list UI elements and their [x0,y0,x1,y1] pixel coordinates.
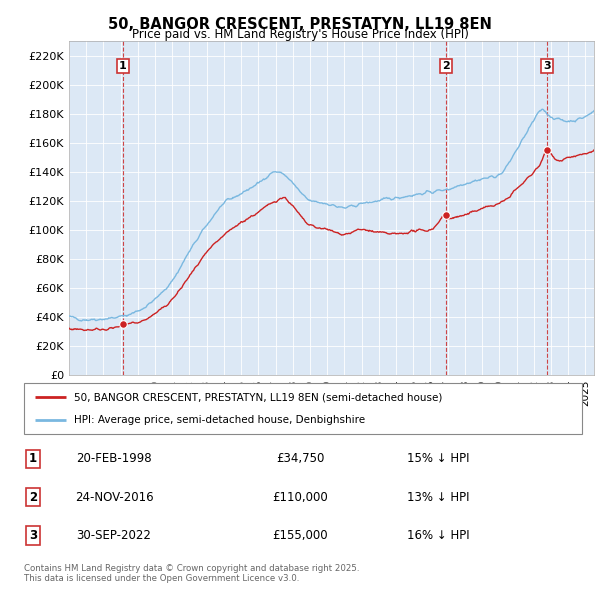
Text: 3: 3 [29,529,37,542]
Text: Price paid vs. HM Land Registry's House Price Index (HPI): Price paid vs. HM Land Registry's House … [131,28,469,41]
Text: 1: 1 [119,61,127,71]
Text: 15% ↓ HPI: 15% ↓ HPI [407,452,469,466]
Text: HPI: Average price, semi-detached house, Denbighshire: HPI: Average price, semi-detached house,… [74,415,365,425]
Text: 13% ↓ HPI: 13% ↓ HPI [407,490,469,504]
Text: 50, BANGOR CRESCENT, PRESTATYN, LL19 8EN (semi-detached house): 50, BANGOR CRESCENT, PRESTATYN, LL19 8EN… [74,392,443,402]
Text: 30-SEP-2022: 30-SEP-2022 [77,529,151,542]
Text: 16% ↓ HPI: 16% ↓ HPI [407,529,469,542]
Text: 20-FEB-1998: 20-FEB-1998 [76,452,152,466]
Text: 2: 2 [442,61,450,71]
Text: £110,000: £110,000 [272,490,328,504]
Text: Contains HM Land Registry data © Crown copyright and database right 2025.
This d: Contains HM Land Registry data © Crown c… [24,563,359,583]
Text: 3: 3 [543,61,550,71]
FancyBboxPatch shape [24,384,582,434]
Text: 2: 2 [29,490,37,504]
Text: 24-NOV-2016: 24-NOV-2016 [74,490,154,504]
Text: 50, BANGOR CRESCENT, PRESTATYN, LL19 8EN: 50, BANGOR CRESCENT, PRESTATYN, LL19 8EN [108,17,492,31]
Text: 1: 1 [29,452,37,466]
Text: £34,750: £34,750 [276,452,324,466]
Text: £155,000: £155,000 [272,529,328,542]
